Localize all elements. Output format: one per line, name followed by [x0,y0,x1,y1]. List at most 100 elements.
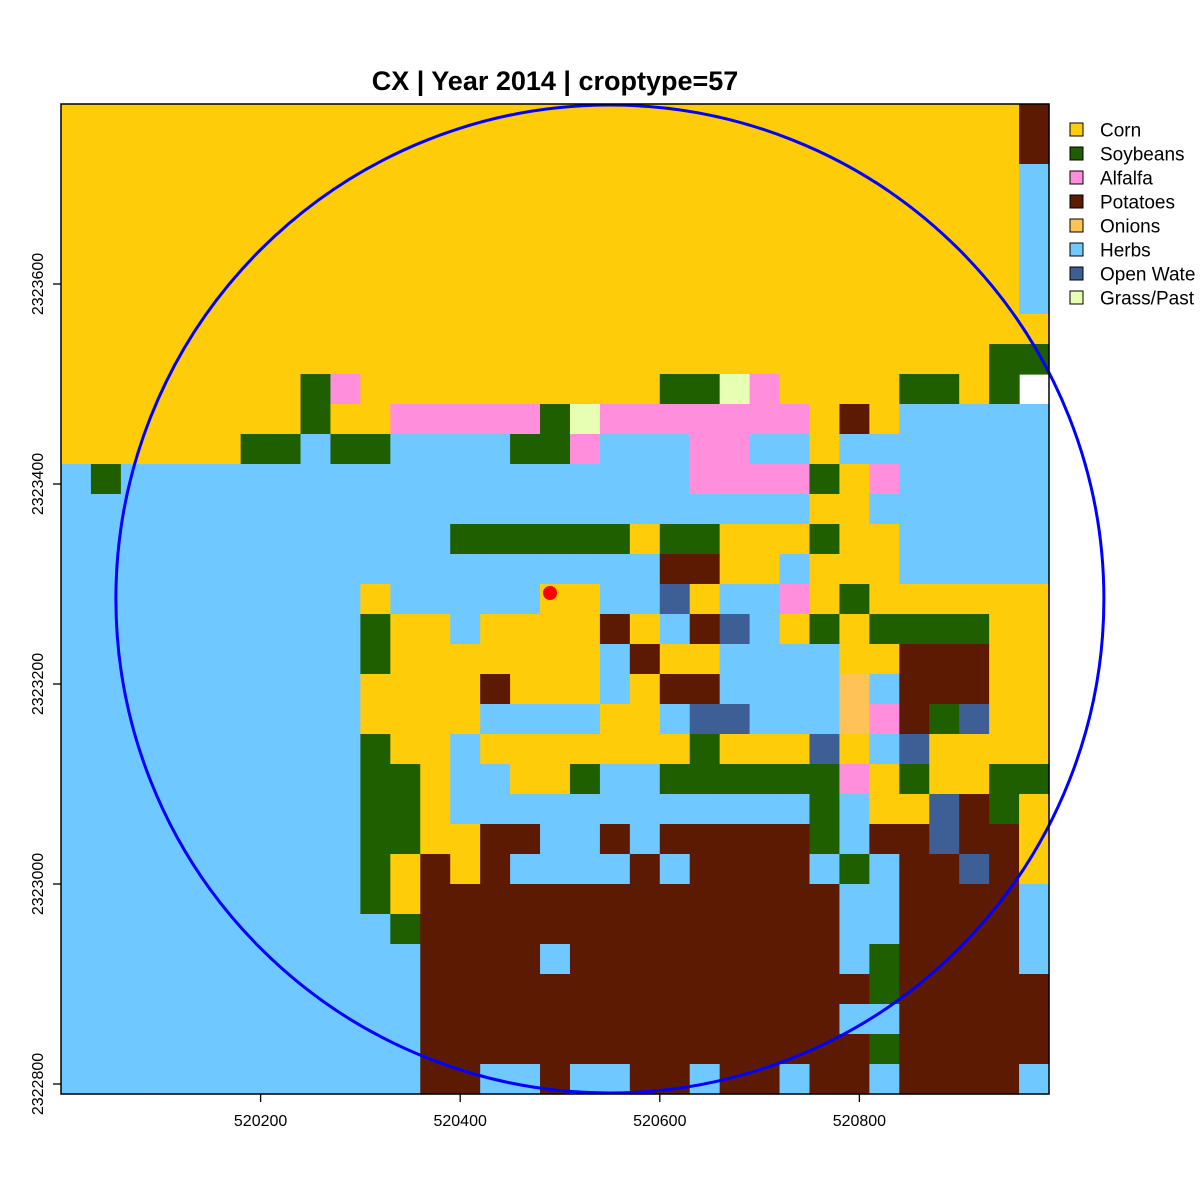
raster-cell [989,914,1020,945]
raster-cell [659,974,691,1005]
raster-cell [689,704,721,735]
raster-cell [61,644,92,675]
raster-cell [90,674,122,705]
raster-cell [869,824,900,855]
raster-cell [270,524,302,555]
raster-cell [1019,584,1050,615]
raster-cell [749,164,781,195]
raster-cell [899,584,930,615]
raster-cell [390,944,421,975]
raster-cell [420,554,451,585]
raster-cell [659,524,691,555]
raster-cell [809,674,841,705]
raster-cell [360,704,391,735]
raster-cell [599,194,631,225]
raster-cell [360,944,391,975]
raster-cell [210,584,242,615]
raster-cell [929,254,960,285]
raster-cell [689,374,721,405]
raster-cell [899,314,930,345]
raster-cell [480,224,511,255]
raster-cell [480,434,511,465]
chart-title: CX | Year 2014 | croptype=57 [372,66,739,96]
raster-cell [869,374,900,405]
raster-cell [719,524,751,555]
raster-cell [869,284,900,315]
raster-cell [569,494,601,525]
raster-cell [210,344,242,375]
raster-cell [420,134,451,165]
raster-cell [150,254,182,285]
raster-cell [809,464,841,495]
raster-cell [929,374,960,405]
raster-cell [869,1034,900,1065]
raster-cell [300,254,332,285]
raster-cell [659,434,691,465]
raster-cell [779,824,811,855]
raster-cell [599,254,631,285]
raster-cell [210,224,242,255]
raster-cell [90,134,122,165]
raster-cell [270,434,302,465]
raster-cell [719,734,751,765]
raster-cell [749,734,781,765]
raster-cell [90,764,122,795]
raster-cell [989,974,1020,1005]
raster-cell [510,944,541,975]
raster-cell [420,944,451,975]
legend-swatch [1069,290,1084,305]
raster-cell [480,554,511,585]
raster-cell [61,914,92,945]
raster-cell [330,224,361,255]
raster-cell [360,734,391,765]
raster-cell [480,824,511,855]
raster-cell [899,134,930,165]
raster-cell [300,344,332,375]
raster-cell [61,854,92,885]
raster-cell [240,854,272,885]
raster-cell [629,974,661,1005]
raster-cell [809,854,841,885]
raster-cell [90,164,122,195]
raster-cell [599,854,631,885]
raster-cell [390,884,421,915]
raster-cell [569,1004,601,1035]
raster-cell [180,944,212,975]
raster-cell [180,974,212,1005]
raster-cell [450,764,481,795]
raster-cell [210,404,242,435]
raster-cell [599,764,631,795]
raster-cell [569,644,601,675]
raster-cell [120,1064,152,1095]
raster-cell [270,374,302,405]
raster-cell [390,704,421,735]
raster-cell [659,854,691,885]
raster-cell [959,284,990,315]
raster-cell [420,194,451,225]
raster-cell [61,674,92,705]
raster-cell [210,554,242,585]
raster-cell [540,164,571,195]
raster-cell [839,734,870,765]
raster-cell [629,374,661,405]
raster-cell [569,164,601,195]
raster-cell [120,194,152,225]
raster-cell [599,1004,631,1035]
raster-cell [210,134,242,165]
raster-cell [540,704,571,735]
raster-cell [510,164,541,195]
raster-cell [659,254,691,285]
raster-cell [959,374,990,405]
raster-cell [510,1004,541,1035]
raster-cell [659,164,691,195]
raster-cell [270,344,302,375]
raster-cell [120,554,152,585]
raster-cell [629,824,661,855]
x-tick-label: 520200 [234,1113,287,1130]
raster-cell [270,164,302,195]
raster-cell [120,284,152,315]
raster-cell [480,854,511,885]
raster-cell [629,584,661,615]
raster-cell [450,464,481,495]
raster-cell [510,404,541,435]
